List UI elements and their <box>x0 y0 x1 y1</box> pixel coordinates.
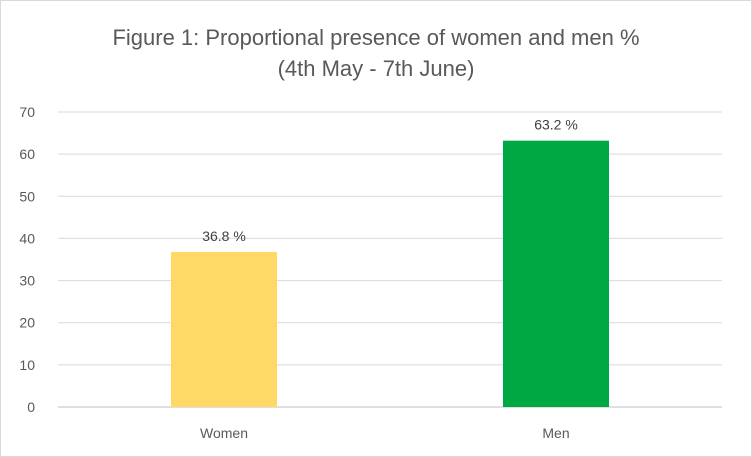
data-label: 63.2 % <box>534 117 578 133</box>
bar-women <box>171 251 277 407</box>
x-tick-label: Men <box>542 425 569 441</box>
chart-subtitle: (4th May - 7th June) <box>277 56 475 81</box>
y-tick-label: 60 <box>19 146 35 162</box>
bar-men <box>503 140 609 407</box>
chart-title: Figure 1: Proportional presence of women… <box>0 22 752 84</box>
y-tick-label: 30 <box>19 273 35 289</box>
y-tick-label: 10 <box>19 357 35 373</box>
y-axis: 0 10 20 30 40 50 60 70 <box>19 104 35 415</box>
y-tick-label: 20 <box>19 315 35 331</box>
chart-title-line: Figure 1: Proportional presence of women… <box>112 25 640 50</box>
gridlines <box>58 111 722 408</box>
y-tick-label: 0 <box>27 399 35 415</box>
y-tick-label: 50 <box>19 188 35 204</box>
x-tick-label: Women <box>200 425 248 441</box>
bars: 36.8 % 63.2 % <box>171 117 609 407</box>
data-label: 36.8 % <box>202 228 246 244</box>
y-tick-label: 40 <box>19 230 35 246</box>
y-tick-label: 70 <box>19 104 35 120</box>
x-axis: Women Men <box>200 425 570 441</box>
